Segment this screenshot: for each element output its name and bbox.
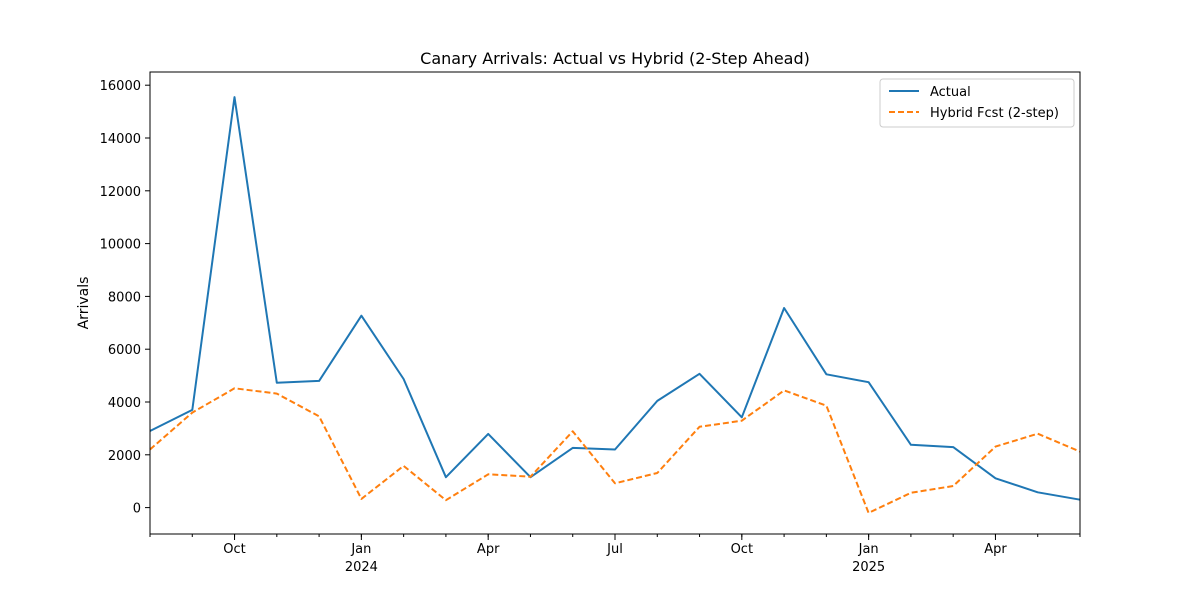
legend-box: [879, 78, 1075, 128]
y-tick-label: 8000: [108, 290, 141, 305]
x-tick-year-label: 2024: [345, 560, 378, 575]
x-tick-label: Oct: [731, 542, 753, 557]
x-tick-label: Oct: [223, 542, 245, 557]
plot-area-frame: [149, 71, 1081, 535]
y-tick-label: 4000: [108, 396, 141, 411]
y-tick-label: 10000: [100, 238, 141, 253]
series-line-actual: [149, 96, 1081, 501]
y-tick-label: 16000: [100, 79, 141, 94]
y-tick-label: 14000: [100, 132, 141, 147]
legend-label-actual: Actual: [930, 85, 971, 100]
y-tick-label: 2000: [108, 449, 141, 464]
x-tick-label: Apr: [984, 542, 1007, 557]
legend-label-hybrid: Hybrid Fcst (2-step): [930, 106, 1059, 121]
x-tick-label: Jan: [858, 542, 879, 557]
x-tick-year-label: 2025: [852, 560, 885, 575]
y-tick-label: 12000: [100, 185, 141, 200]
x-tick-label: Jul: [606, 542, 623, 557]
y-axis-label: Arrivals: [76, 277, 92, 330]
series-layer: [149, 96, 1081, 514]
chart-title: Canary Arrivals: Actual vs Hybrid (2-Ste…: [420, 49, 810, 68]
series-line-hybrid-forecast: [149, 387, 1081, 514]
x-tick-label: Apr: [477, 542, 500, 557]
y-tick-label: 0: [133, 502, 141, 517]
legend: Actual Hybrid Fcst (2-step): [879, 78, 1075, 128]
ticks-layer: 0 2000 4000 6000 8000 10000 12000 14000 16000 Oct…: [100, 79, 1081, 575]
x-tick-label: Jan: [350, 542, 371, 557]
y-tick-label: 6000: [108, 343, 141, 358]
